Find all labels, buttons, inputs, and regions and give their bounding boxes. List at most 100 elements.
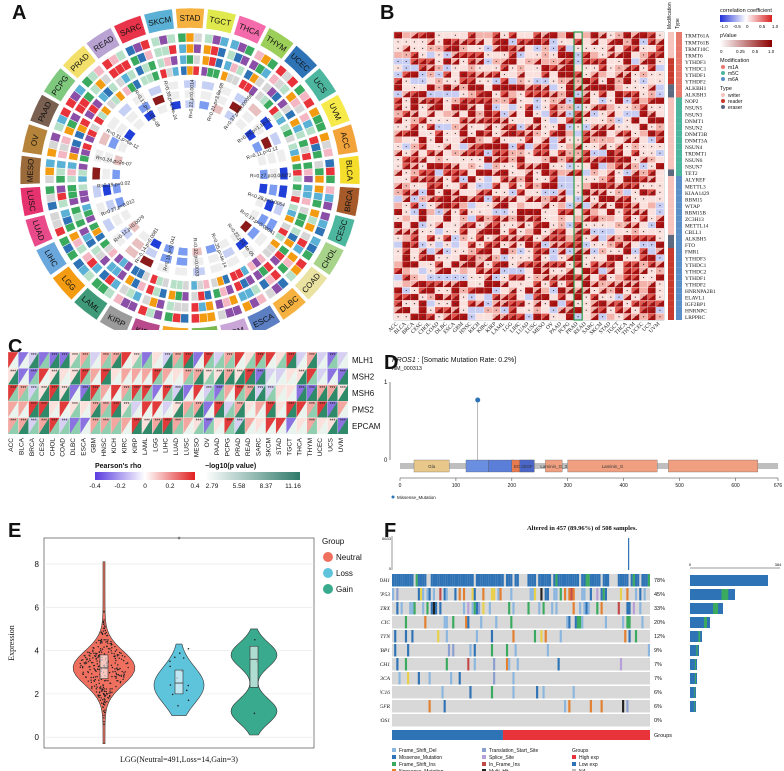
heat-cell xyxy=(459,241,468,249)
mutation-cell xyxy=(619,588,623,601)
mutation-cell xyxy=(626,602,629,615)
mutation-cell xyxy=(422,588,425,601)
heat-cell xyxy=(104,198,117,213)
sig-dot xyxy=(618,165,620,167)
pvalue-triangle xyxy=(541,267,550,275)
pvalue-triangle xyxy=(647,293,656,301)
sig-dot xyxy=(618,152,620,154)
heat-cell xyxy=(524,51,534,59)
sig-dot xyxy=(561,211,563,213)
sig-dot xyxy=(487,204,489,207)
sig-dot xyxy=(512,217,514,220)
sig-dot xyxy=(495,211,497,213)
mutation-cell xyxy=(471,574,474,587)
sig-dot xyxy=(462,296,465,298)
sig-dot xyxy=(626,100,628,102)
sig-dot xyxy=(438,250,440,252)
track-cell xyxy=(216,46,227,59)
sig-stars: *** xyxy=(10,419,16,425)
data-point xyxy=(97,646,99,648)
heat-cell xyxy=(639,221,648,229)
type-cell xyxy=(676,32,682,39)
oncoplot-title: Altered in 457 (89.96%) of 508 samples. xyxy=(527,525,637,532)
pvalue-triangle xyxy=(475,38,484,46)
pvalue-triangle xyxy=(434,162,444,170)
data-point xyxy=(111,691,113,693)
track-cell xyxy=(193,43,202,54)
sig-dot xyxy=(413,93,416,95)
sig-dot xyxy=(651,178,653,180)
sig-dot xyxy=(479,41,481,43)
sig-dot xyxy=(544,204,546,207)
row-label: RBM15 xyxy=(685,197,703,203)
sig-dot xyxy=(454,67,456,69)
sig-dot xyxy=(528,178,530,180)
sig-dot xyxy=(569,250,571,252)
pvalue-triangle xyxy=(90,352,101,369)
sig-dot xyxy=(569,204,571,207)
sig-dot xyxy=(585,191,587,193)
sig-dot xyxy=(405,113,407,115)
x-tick-label: 200 xyxy=(508,483,517,489)
row-label: FMR1 xyxy=(685,250,699,256)
sig-dot xyxy=(634,316,636,318)
track-cell xyxy=(214,57,224,69)
sig-dot xyxy=(397,34,399,36)
data-point xyxy=(122,678,124,681)
sig-dot xyxy=(413,224,416,226)
sig-dot xyxy=(397,41,399,43)
track-cell xyxy=(197,290,206,301)
sig-dot xyxy=(487,244,489,246)
pval-colorbar xyxy=(720,40,772,47)
percent-label: 45% xyxy=(654,592,665,598)
sig-dot xyxy=(528,316,530,318)
pvalue-triangle xyxy=(541,71,550,78)
x-axis-label: LGG(Neutral=491,Loss=14,Gain=3) xyxy=(120,755,238,764)
mutation-cell xyxy=(581,588,584,601)
sig-dot xyxy=(471,73,473,76)
sig-dot xyxy=(413,41,416,43)
sig-stars: *** xyxy=(309,402,315,408)
sig-dot xyxy=(405,106,407,108)
track-cell xyxy=(302,184,314,193)
heat-cell xyxy=(516,58,526,65)
track-cell xyxy=(56,159,67,169)
data-point xyxy=(173,656,176,659)
cancer-segment xyxy=(143,8,175,34)
pvalue-triangle xyxy=(443,306,452,314)
heat-cell xyxy=(524,71,534,78)
sig-dot xyxy=(405,185,407,187)
track-cell xyxy=(45,193,57,203)
mutation-cell xyxy=(475,602,478,615)
track-cell xyxy=(185,32,195,43)
sig-stars: *** xyxy=(82,386,88,392)
pvalue-triangle xyxy=(234,401,245,418)
sig-dot xyxy=(659,119,661,121)
pval-legend-title: pValue xyxy=(720,33,737,39)
sig-dot xyxy=(528,126,530,128)
data-point xyxy=(107,639,109,641)
mutation-cell xyxy=(533,574,537,587)
mutation-cell xyxy=(475,574,478,587)
sig-dot xyxy=(405,60,407,63)
pvalue-triangle xyxy=(549,228,558,235)
sig-dot xyxy=(422,165,424,167)
sig-stars: *** xyxy=(62,353,68,359)
heat-cell xyxy=(639,287,648,294)
heat-cell xyxy=(137,100,152,115)
sig-dot xyxy=(536,67,538,69)
heat-cell xyxy=(426,143,436,150)
sig-dot xyxy=(651,119,653,121)
mutation-cell xyxy=(645,574,648,587)
data-point xyxy=(115,659,117,662)
mutation-cell xyxy=(422,602,425,615)
pvalue-triangle xyxy=(59,384,70,402)
pvalue-triangle xyxy=(647,169,656,176)
heat-cell xyxy=(614,274,624,281)
track-cell xyxy=(180,302,190,313)
modification-cell xyxy=(668,84,674,91)
sig-dot xyxy=(544,257,546,259)
sig-dot xyxy=(487,217,489,220)
sig-dot xyxy=(413,198,416,200)
data-point xyxy=(87,660,90,663)
